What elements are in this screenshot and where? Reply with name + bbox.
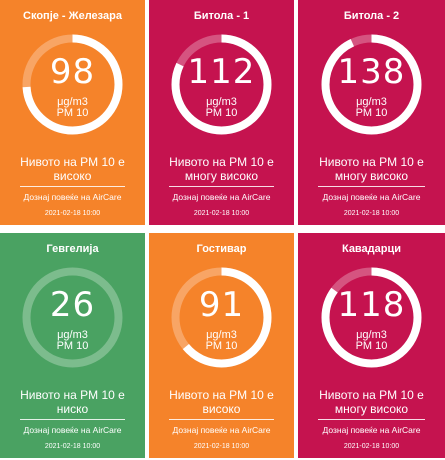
level-text: Нивото на PM 10 е ниско: [4, 388, 141, 416]
station-card: Гевгелија 26 μg/m3 PM 10 Нивото на PM 10…: [0, 233, 145, 458]
timestamp: 2021-02-18 10:00: [193, 443, 250, 450]
level-line-2: ниско: [56, 402, 89, 416]
unit-label: μg/m3: [206, 329, 237, 341]
station-card: Битола - 1 112 μg/m3 PM 10 Нивото на PM …: [149, 0, 294, 225]
station-card: Битола - 2 138 μg/m3 PM 10 Нивото на PM …: [298, 0, 445, 225]
station-name: Кавадарци: [341, 243, 402, 255]
level-line-1: Нивото на PM 10 е: [319, 388, 424, 402]
divider: [169, 186, 274, 187]
gauge-ring: 91 μg/m3 PM 10: [171, 267, 272, 368]
pm-value: 138: [337, 52, 406, 92]
station-card: Гостивар 91 μg/m3 PM 10 Нивото на PM 10 …: [149, 233, 294, 458]
pollutant-label: PM 10: [56, 107, 89, 119]
divider: [318, 186, 425, 187]
level-line-2: високо: [202, 402, 241, 416]
pm-value: 118: [337, 285, 406, 325]
unit-label: μg/m3: [57, 96, 88, 108]
level-text: Нивото на PM 10 е високо: [153, 388, 290, 416]
level-line-1: Нивото на PM 10 е: [20, 388, 125, 402]
gauge-ring: 138 μg/m3 PM 10: [321, 34, 422, 135]
level-text: Нивото на PM 10 е многу високо: [153, 155, 290, 183]
aircare-link[interactable]: Дознај повеќе на AirCare: [172, 192, 271, 202]
gauge-ring: 26 μg/m3 PM 10: [22, 267, 123, 368]
unit-label: μg/m3: [356, 96, 387, 108]
pollutant-label: PM 10: [355, 107, 388, 119]
timestamp: 2021-02-18 10:00: [343, 443, 400, 450]
station-name: Гевгелија: [46, 243, 99, 255]
pollutant-label: PM 10: [205, 107, 238, 119]
aircare-link[interactable]: Дознај повеќе на AirCare: [23, 192, 122, 202]
pm-value: 91: [198, 285, 245, 325]
gauge-ring: 98 μg/m3 PM 10: [22, 34, 123, 135]
aircare-link[interactable]: Дознај повеќе на AirCare: [172, 425, 271, 435]
divider: [169, 419, 274, 420]
pm-value: 26: [49, 285, 96, 325]
gauge-ring: 112 μg/m3 PM 10: [171, 34, 272, 135]
level-line-2: многу високо: [184, 169, 259, 183]
unit-label: μg/m3: [57, 329, 88, 341]
timestamp: 2021-02-18 10:00: [44, 443, 101, 450]
station-card: Скопје - Железара 98 μg/m3 PM 10 Нивото …: [0, 0, 145, 225]
level-line-2: многу високо: [334, 169, 409, 183]
divider: [318, 419, 425, 420]
level-text: Нивото на PM 10 е многу високо: [302, 155, 441, 183]
aircare-link[interactable]: Дознај повеќе на AirCare: [23, 425, 122, 435]
pollutant-label: PM 10: [355, 340, 388, 352]
timestamp: 2021-02-18 10:00: [193, 210, 250, 217]
pollutant-label: PM 10: [205, 340, 238, 352]
timestamp: 2021-02-18 10:00: [44, 210, 101, 217]
pollutant-label: PM 10: [56, 340, 89, 352]
level-line-2: многу високо: [334, 402, 409, 416]
level-text: Нивото на PM 10 е многу високо: [302, 388, 441, 416]
level-line-1: Нивото на PM 10 е: [319, 155, 424, 169]
station-name: Скопје - Железара: [23, 10, 122, 22]
level-line-1: Нивото на PM 10 е: [20, 155, 125, 169]
level-text: Нивото на PM 10 е високо: [4, 155, 141, 183]
station-name: Битола - 2: [343, 10, 400, 22]
divider: [20, 419, 125, 420]
level-line-1: Нивото на PM 10 е: [169, 155, 274, 169]
divider: [20, 186, 125, 187]
timestamp: 2021-02-18 10:00: [343, 210, 400, 217]
aircare-link[interactable]: Дознај повеќе на AirCare: [322, 192, 421, 202]
level-line-1: Нивото на PM 10 е: [169, 388, 274, 402]
gauge-ring: 118 μg/m3 PM 10: [321, 267, 422, 368]
aircare-link[interactable]: Дознај повеќе на AirCare: [322, 425, 421, 435]
unit-label: μg/m3: [206, 96, 237, 108]
pm-value: 98: [49, 52, 96, 92]
unit-label: μg/m3: [356, 329, 387, 341]
pm-value: 112: [187, 52, 256, 92]
station-name: Гостивар: [196, 243, 247, 255]
station-card: Кавадарци 118 μg/m3 PM 10 Нивото на PM 1…: [298, 233, 445, 458]
level-line-2: високо: [53, 169, 92, 183]
station-name: Битола - 1: [193, 10, 250, 22]
